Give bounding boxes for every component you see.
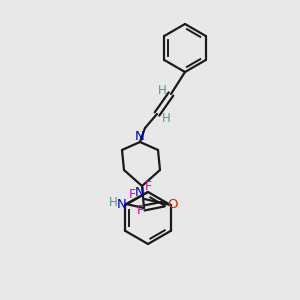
- Text: N: N: [135, 185, 145, 199]
- Text: H: H: [158, 83, 166, 97]
- Text: F: F: [145, 179, 152, 193]
- Text: O: O: [168, 197, 178, 211]
- Text: N: N: [135, 130, 145, 142]
- Text: F: F: [137, 203, 144, 217]
- Text: N: N: [117, 197, 127, 211]
- Text: H: H: [109, 196, 117, 208]
- Text: F: F: [129, 188, 136, 202]
- Text: H: H: [162, 112, 170, 124]
